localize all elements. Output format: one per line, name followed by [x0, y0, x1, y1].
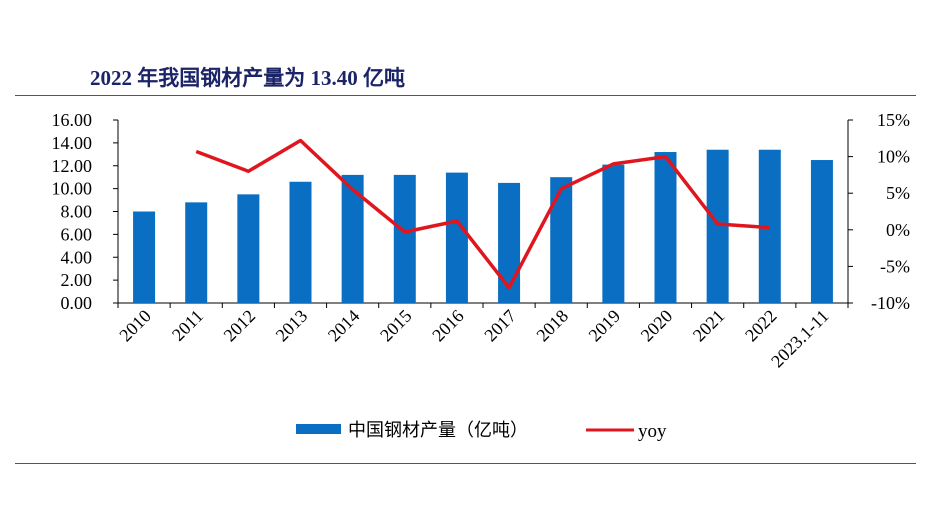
bar-2021 — [706, 149, 729, 303]
x-tick-label: 2015 — [376, 306, 416, 346]
x-tick-label: 2011 — [168, 306, 207, 345]
left-tick-label: 14.00 — [52, 133, 93, 153]
right-tick-label: 0% — [886, 220, 910, 240]
left-tick-label: 6.00 — [61, 224, 93, 244]
bar-2013 — [289, 181, 312, 303]
top-divider — [15, 95, 916, 96]
bar-2015 — [393, 174, 416, 303]
left-tick-label: 8.00 — [61, 202, 93, 222]
left-tick-label: 4.00 — [61, 247, 93, 267]
x-tick-label: 2023.1-11 — [767, 306, 833, 372]
right-tick-label: 5% — [886, 183, 910, 203]
bar-2012 — [237, 194, 260, 303]
bottom-divider — [15, 463, 916, 464]
x-tick-label: 2022 — [741, 306, 781, 346]
bar-2017 — [498, 182, 521, 303]
left-tick-label: 16.00 — [52, 110, 93, 130]
x-tick-label: 2014 — [324, 306, 364, 346]
legend-label-yoy: yoy — [638, 421, 667, 442]
left-tick-label: 2.00 — [61, 270, 93, 290]
chart-title: 2022 年我国钢材产量为 13.40 亿吨 — [90, 66, 405, 90]
bar-2020 — [654, 152, 677, 303]
legend-swatch-production — [296, 424, 341, 434]
bar-2011 — [185, 202, 208, 303]
right-tick-label: 15% — [877, 110, 910, 130]
right-tick-label: 10% — [877, 147, 910, 167]
bar-2019 — [602, 164, 625, 303]
left-tick-label: 10.00 — [52, 179, 93, 199]
bar-2010 — [133, 211, 156, 303]
x-tick-label: 2013 — [272, 306, 312, 346]
x-tick-label: 2017 — [480, 306, 520, 346]
left-tick-label: 0.00 — [61, 293, 93, 313]
yoy-line — [195, 138, 770, 290]
bar-2023.1-11 — [810, 160, 833, 303]
right-tick-label: -5% — [880, 256, 910, 276]
x-tick-label: 2021 — [689, 306, 729, 346]
x-tick-label: 2012 — [220, 306, 260, 346]
x-tick-label: 2016 — [428, 306, 468, 346]
right-tick-label: -10% — [871, 293, 910, 313]
x-tick-label: 2020 — [637, 306, 677, 346]
x-tick-label: 2019 — [585, 306, 625, 346]
legend-label-production: 中国钢材产量（亿吨） — [348, 420, 528, 440]
bar-2014 — [341, 174, 364, 303]
left-tick-label: 12.00 — [52, 156, 93, 176]
x-tick-label: 2018 — [532, 306, 572, 346]
x-tick-label: 2010 — [115, 306, 155, 346]
bar-2018 — [550, 177, 573, 303]
bar-2016 — [445, 172, 468, 303]
